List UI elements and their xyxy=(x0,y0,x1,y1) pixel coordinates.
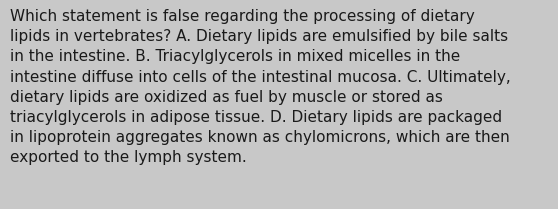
Text: Which statement is false regarding the processing of dietary
lipids in vertebrat: Which statement is false regarding the p… xyxy=(10,9,511,165)
